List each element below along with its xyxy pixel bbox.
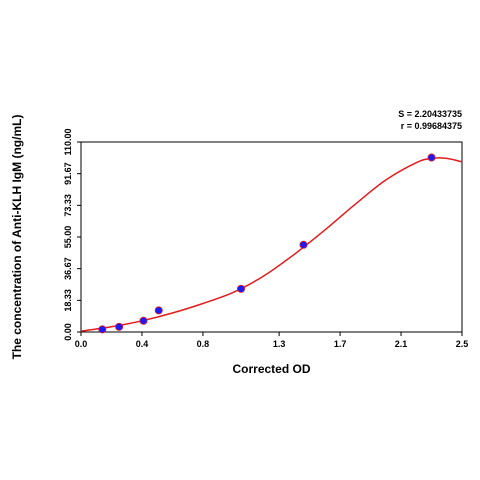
data-point (154, 306, 163, 315)
stat-r-label: r = 0.99684375 (401, 121, 462, 131)
y-tick-label: 18.33 (63, 289, 73, 312)
x-tick-label: 0.4 (136, 339, 149, 349)
x-tick-label: 2.5 (456, 339, 469, 349)
y-tick-label: 0.00 (63, 323, 73, 341)
x-axis-ticks: 0.0 0.4 0.8 1.3 1.7 2.1 2.5 (75, 332, 469, 349)
data-point (427, 153, 436, 162)
stat-s-label: S = 2.20433735 (398, 109, 462, 119)
x-tick-label: 1.7 (334, 339, 347, 349)
plot-area-frame (80, 141, 463, 333)
fit-curve-line (80, 157, 463, 332)
data-point (98, 325, 107, 334)
y-axis-ticks: 0.00 18.33 36.67 55.00 73.33 91.67 110.00 (63, 128, 81, 341)
x-axis-title: Corrected OD (232, 362, 310, 376)
y-tick-label: 110.00 (63, 128, 73, 155)
y-tick-label: 55.00 (63, 226, 73, 249)
data-point (115, 322, 124, 331)
x-tick-label: 0.8 (197, 339, 210, 349)
y-axis-title: The concentration of Anti-KLH IgM (ng/mL… (10, 115, 24, 360)
y-tick-label: 36.67 (63, 257, 73, 280)
fit-statistics: S = 2.20433735 r = 0.99684375 (398, 109, 462, 131)
data-point (139, 316, 148, 325)
x-tick-label: 1.3 (273, 339, 286, 349)
y-tick-label: 91.67 (63, 162, 73, 185)
data-points (98, 153, 436, 334)
y-tick-label: 73.33 (63, 194, 73, 217)
x-tick-label: 0.0 (75, 339, 88, 349)
data-point (237, 284, 246, 293)
data-point (299, 240, 308, 249)
x-tick-label: 2.1 (395, 339, 408, 349)
